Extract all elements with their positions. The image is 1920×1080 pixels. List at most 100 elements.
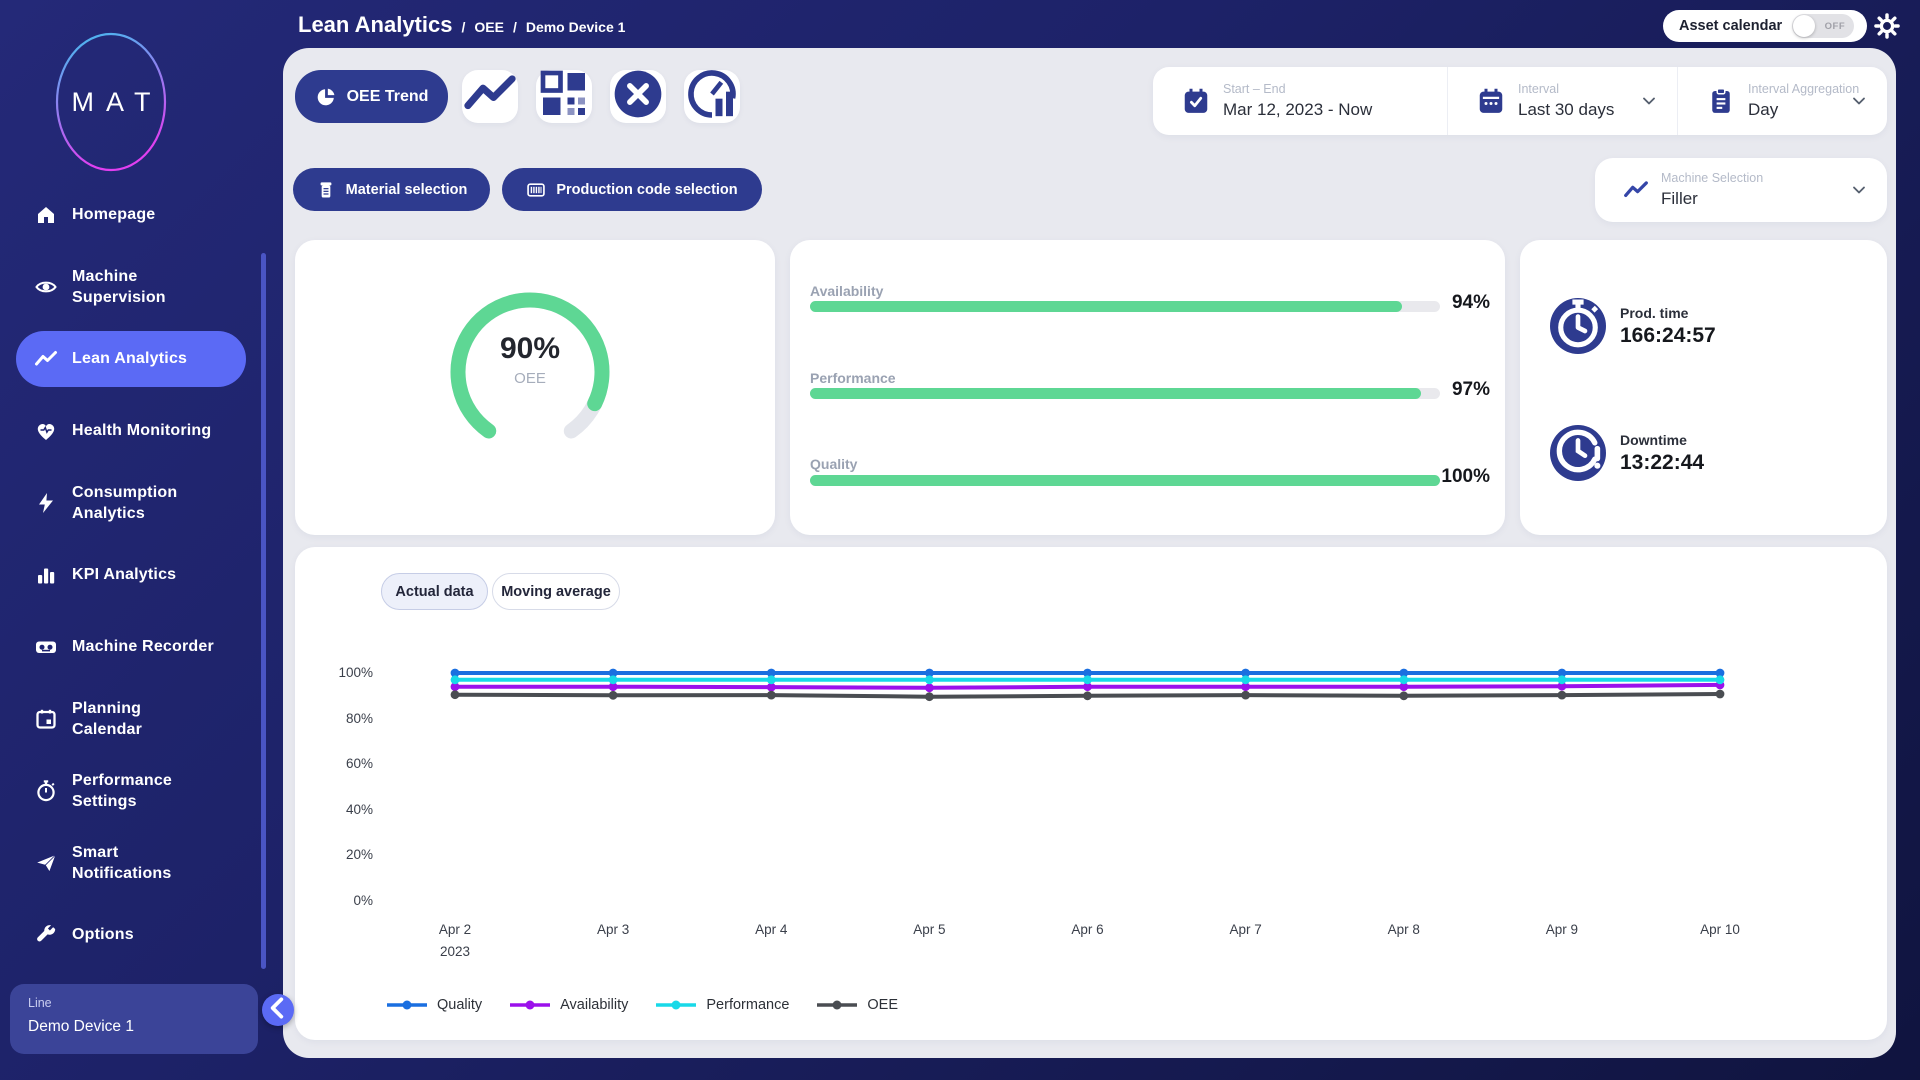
- downtime-row: Downtime 13:22:44: [1550, 425, 1704, 481]
- breadcrumb-sep: /: [512, 19, 517, 35]
- material-icon: [316, 180, 336, 200]
- calendar-icon: [1476, 86, 1506, 116]
- oee-trend-label: OEE Trend: [346, 87, 429, 105]
- y-axis-tick: 40%: [345, 801, 373, 817]
- machine-selection-label: Machine Selection: [1661, 171, 1764, 185]
- tab-actual-data[interactable]: Actual data: [381, 573, 488, 610]
- settings-gear-button[interactable]: [1874, 13, 1900, 39]
- oee-gauge-card: 90% OEE: [295, 240, 775, 535]
- machine-selection-dropdown[interactable]: Machine Selection Filler: [1595, 158, 1887, 222]
- prod-time-value: 166:24:57: [1620, 323, 1716, 347]
- date-filters-card: Start – End Mar 12, 2023 - Now Interval …: [1153, 67, 1887, 135]
- bar-label-quality: Quality: [810, 456, 858, 472]
- sidebar-item-performance-settings[interactable]: Performance Settings: [0, 755, 262, 827]
- oee-trend-tab[interactable]: OEE Trend: [295, 70, 448, 123]
- filter-label: Interval Aggregation: [1748, 82, 1860, 96]
- sidebar-item-options[interactable]: Options: [0, 899, 262, 971]
- material-selection-label: Material selection: [345, 181, 468, 198]
- sidebar-item-machine-supervision[interactable]: Machine Supervision: [0, 251, 262, 323]
- sidebar-nav: Homepage Machine Supervision Lean Analyt…: [0, 179, 262, 971]
- x-axis-tick: Apr 2 2023: [438, 922, 472, 959]
- asset-calendar-label: Asset calendar: [1679, 18, 1783, 34]
- clear-button[interactable]: [610, 70, 666, 123]
- legend-item-availability[interactable]: Availability: [508, 997, 628, 1013]
- sidebar-item-smart-notifications[interactable]: Smart Notifications: [0, 827, 262, 899]
- trend-chart: 100% 80% 60% 40% 20% 0% Apr 2 2023 Apr 3 Apr 4 Apr…: [295, 547, 1887, 1040]
- filter-interval[interactable]: Interval Last 30 days: [1447, 67, 1677, 135]
- y-axis-tick: 100%: [338, 665, 373, 680]
- x-axis-tick: Apr 4: [755, 922, 788, 937]
- bar-fill: [810, 475, 1440, 486]
- sidebar-item-label: Consumption Analytics: [72, 483, 178, 522]
- grid-view-button[interactable]: [536, 70, 592, 123]
- bar-value: 100%: [1441, 466, 1490, 487]
- gear-icon: [1874, 13, 1900, 44]
- pie-chart-icon: [315, 86, 337, 108]
- sidebar-item-kpi-analytics[interactable]: KPI Analytics: [0, 539, 262, 611]
- breadcrumb: Lean Analytics / OEE / Demo Device 1: [298, 12, 625, 38]
- breadcrumb-item-oee[interactable]: OEE: [474, 19, 504, 35]
- bolt-icon: [34, 491, 58, 515]
- legend-item-quality[interactable]: Quality: [385, 997, 482, 1013]
- asset-calendar-switch[interactable]: OFF: [1792, 14, 1855, 38]
- toggle-state: OFF: [1824, 21, 1846, 32]
- chart-legend: Quality Availability Performance OEE: [385, 997, 898, 1013]
- sidebar-item-planning-calendar[interactable]: Planning Calendar: [0, 683, 262, 755]
- filter-value: Last 30 days: [1518, 100, 1615, 119]
- filter-start-end[interactable]: Start – End Mar 12, 2023 - Now: [1153, 67, 1447, 135]
- breadcrumb-item-device[interactable]: Demo Device 1: [525, 19, 626, 35]
- sidebar-item-homepage[interactable]: Homepage: [0, 179, 262, 251]
- trend-view-button[interactable]: [462, 70, 518, 123]
- sidebar-collapse-button[interactable]: [262, 994, 294, 1026]
- sidebar-item-label: Planning Calendar: [72, 699, 143, 738]
- oee-losses-button[interactable]: [684, 70, 740, 123]
- legend-item-performance[interactable]: Performance: [654, 997, 789, 1013]
- legend-label: Availability: [560, 997, 629, 1013]
- material-selection-button[interactable]: Material selection: [293, 168, 490, 211]
- gauge-label: OEE: [514, 370, 546, 387]
- production-code-selection-label: Production code selection: [556, 181, 738, 198]
- filter-value: Mar 12, 2023 - Now: [1223, 100, 1373, 119]
- gauge-value: 90%: [499, 332, 561, 365]
- times-card: Prod. time 166:24:57 Downtime 13:22:44: [1520, 240, 1887, 535]
- trend-icon: [34, 347, 58, 371]
- bar-value: 94%: [1451, 292, 1490, 313]
- downtime-label: Downtime: [1620, 431, 1687, 448]
- device-card-label: Line: [28, 996, 52, 1010]
- kpi-bars-card: Availability 94% Performance 97% Quality 100%: [790, 240, 1505, 535]
- sidebar-item-label: Homepage: [72, 206, 156, 224]
- legend-swatch: [817, 1000, 858, 1010]
- sidebar-item-label: KPI Analytics: [72, 566, 177, 584]
- device-card[interactable]: Line Demo Device 1: [10, 984, 258, 1054]
- grid-icon: [536, 66, 592, 127]
- eye-icon: [34, 275, 58, 299]
- device-card-value: Demo Device 1: [28, 1018, 134, 1035]
- logo-text: MAT: [71, 86, 163, 117]
- clipboard-icon: [1706, 86, 1736, 116]
- bars-icon: [34, 563, 58, 587]
- trend-icon: [462, 66, 518, 127]
- sidebar-item-health-monitoring[interactable]: Health Monitoring: [0, 395, 262, 467]
- bar-fill: [810, 388, 1422, 399]
- sidebar-scrollbar[interactable]: [261, 253, 266, 969]
- barcode-icon: [526, 180, 546, 200]
- downtime-value: 13:22:44: [1620, 450, 1705, 474]
- sidebar-item-label: Lean Analytics: [72, 350, 188, 368]
- sidebar-item-consumption-analytics[interactable]: Consumption Analytics: [0, 467, 262, 539]
- legend-item-oee[interactable]: OEE: [815, 997, 898, 1013]
- x-axis-tick: Apr 9: [1545, 922, 1579, 937]
- sidebar-item-label: Machine Recorder: [72, 638, 214, 656]
- main-panel: OEE Trend Start – End Mar 12, 2023 - Now…: [283, 48, 1896, 1058]
- asset-calendar-toggle[interactable]: Asset calendar OFF: [1663, 10, 1867, 42]
- production-code-selection-button[interactable]: Production code selection: [502, 168, 762, 211]
- heart-icon: [34, 419, 58, 443]
- tab-moving-average[interactable]: Moving average: [492, 573, 620, 610]
- filter-aggregation[interactable]: Interval Aggregation Day: [1677, 67, 1887, 135]
- clock-alert-icon: [1550, 425, 1606, 481]
- machine-selection-value: Filler: [1661, 189, 1698, 208]
- legend-swatch: [656, 1000, 697, 1010]
- sidebar-item-label: Performance Settings: [72, 771, 173, 810]
- sidebar-item-lean-analytics[interactable]: Lean Analytics: [0, 323, 262, 395]
- x-axis-tick: Apr 5: [913, 922, 946, 937]
- sidebar-item-machine-recorder[interactable]: Machine Recorder: [0, 611, 262, 683]
